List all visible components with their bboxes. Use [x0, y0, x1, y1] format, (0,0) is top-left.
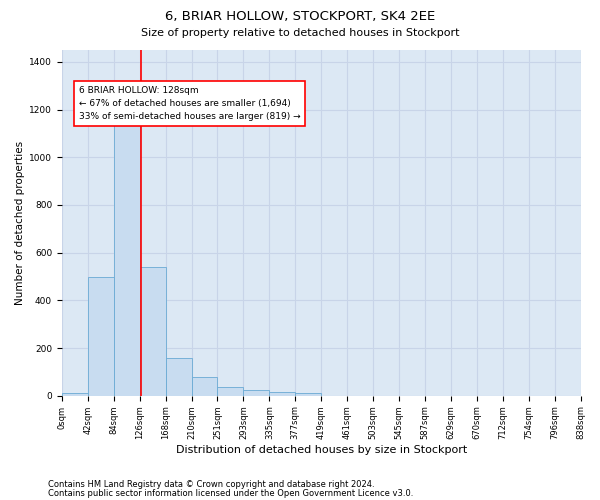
Text: 6 BRIAR HOLLOW: 128sqm
← 67% of detached houses are smaller (1,694)
33% of semi-: 6 BRIAR HOLLOW: 128sqm ← 67% of detached… [79, 86, 301, 121]
Y-axis label: Number of detached properties: Number of detached properties [15, 141, 25, 305]
Bar [217, 388, 244, 396]
Bar [295, 392, 321, 396]
Text: 6, BRIAR HOLLOW, STOCKPORT, SK4 2EE: 6, BRIAR HOLLOW, STOCKPORT, SK4 2EE [165, 10, 435, 23]
Bar [269, 392, 295, 396]
Bar [191, 376, 217, 396]
Bar [88, 276, 114, 396]
Text: Contains public sector information licensed under the Open Government Licence v3: Contains public sector information licen… [48, 488, 413, 498]
Bar [114, 120, 140, 396]
Text: Contains HM Land Registry data © Crown copyright and database right 2024.: Contains HM Land Registry data © Crown c… [48, 480, 374, 489]
Bar [62, 394, 88, 396]
Bar [140, 267, 166, 396]
X-axis label: Distribution of detached houses by size in Stockport: Distribution of detached houses by size … [176, 445, 467, 455]
Text: Size of property relative to detached houses in Stockport: Size of property relative to detached ho… [141, 28, 459, 38]
Bar [166, 358, 191, 396]
Bar [244, 390, 269, 396]
